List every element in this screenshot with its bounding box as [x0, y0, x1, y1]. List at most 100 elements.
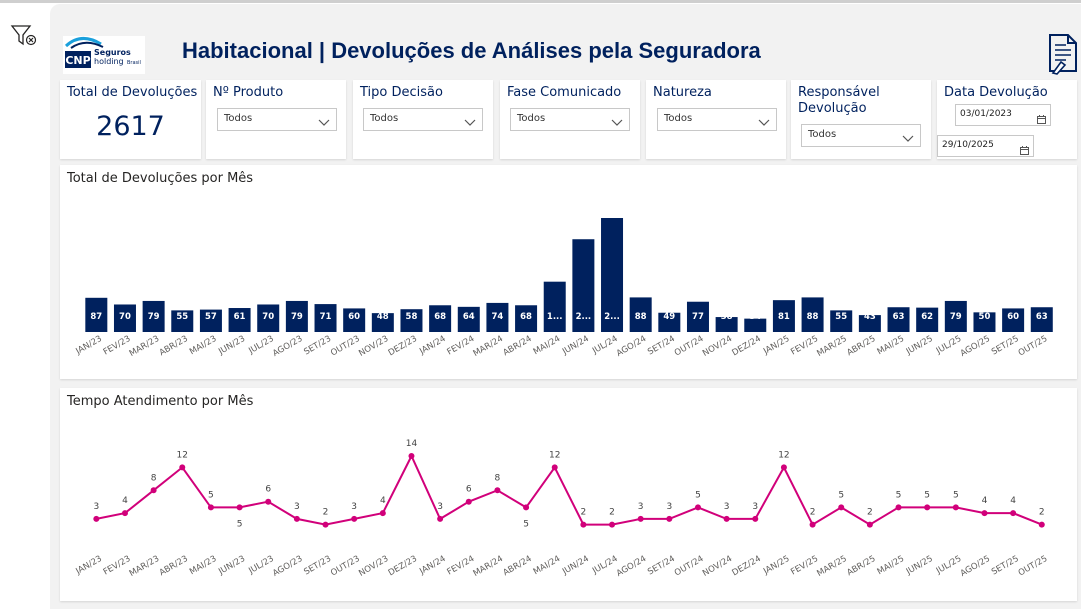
bar-chart-card: Total de Devoluções por Mês 87 JAN/23 70 FE…: [60, 165, 1077, 379]
bar-data-label: 64: [463, 312, 475, 322]
filter-clear-icon[interactable]: [10, 23, 40, 49]
bar-data-label: 48: [377, 312, 389, 322]
kpi-card-total: Total de Devoluções 2617: [60, 80, 201, 159]
bar-data-label: 77: [692, 312, 704, 322]
bar-jul-24: [601, 218, 624, 332]
x-tick-label: MAI/25: [876, 554, 906, 577]
bar-data-label: 38: [721, 312, 733, 322]
bar-jul-23: [257, 304, 280, 332]
point-data-label: 3: [437, 502, 443, 512]
bar-data-label: 49: [663, 312, 675, 322]
produto-dropdown[interactable]: Todos: [217, 108, 337, 131]
x-tick-label: OUT/25: [1017, 334, 1050, 359]
line-point: [150, 487, 157, 494]
x-tick-label: ABR/23: [158, 334, 190, 358]
point-data-label: 2: [323, 508, 329, 518]
line-chart-title: Tempo Atendimento por Mês: [67, 394, 254, 409]
kpi-label: Total de Devoluções: [67, 85, 198, 100]
chevron-down-icon: [611, 113, 623, 126]
start-date-input[interactable]: 03/01/2023: [955, 104, 1051, 126]
bar-jun-24: [572, 239, 595, 332]
filter-card-produto: Nº Produto Todos: [206, 80, 346, 159]
chevron-down-icon: [758, 113, 770, 126]
x-tick-label: OUT/24: [673, 554, 706, 579]
point-data-label: 4: [1010, 496, 1016, 506]
bar-data-label: 68: [434, 312, 446, 322]
point-data-label: 3: [93, 502, 99, 512]
line-point: [236, 504, 243, 511]
x-tick-label: JUL/24: [590, 554, 619, 577]
bar-mar-25: [830, 310, 853, 332]
line-point: [666, 515, 673, 522]
bar-mai-24: [543, 281, 566, 332]
x-tick-label: JUN/25: [904, 554, 935, 578]
left-rail: [0, 3, 50, 609]
bar-data-label: 1...: [547, 312, 563, 322]
x-tick-label: ABR/25: [845, 554, 877, 578]
bar-data-label: 71: [320, 312, 332, 322]
bar-data-label: 43: [864, 312, 876, 322]
bar-mai-23: [199, 309, 222, 332]
x-tick-label: JUN/23: [216, 334, 247, 358]
x-tick-label: SET/25: [990, 334, 1021, 357]
point-data-label: 4: [122, 496, 128, 506]
line-point: [780, 464, 787, 471]
point-data-label: 3: [351, 502, 357, 512]
bar-data-label: 2...: [576, 312, 592, 322]
x-tick-label: ABR/25: [845, 334, 877, 358]
line-point: [121, 510, 128, 517]
filter-card-data-devolucao: Data Devolução 03/01/2023 29/10/2025: [937, 80, 1077, 159]
x-tick-label: JAN/23: [74, 554, 104, 577]
x-tick-label: MAI/25: [876, 334, 906, 357]
bar-fev-24: [457, 306, 480, 332]
x-tick-label: JAN/25: [761, 334, 791, 357]
bar-jan-24: [429, 305, 452, 332]
x-tick-label: MAI/24: [532, 334, 562, 357]
x-tick-label: OUT/25: [1017, 554, 1050, 579]
x-tick-label: AGO/25: [959, 334, 992, 359]
tipo-decisao-dropdown[interactable]: Todos: [363, 108, 483, 131]
point-data-label: 4: [380, 496, 386, 506]
bar-set-23: [314, 304, 337, 332]
x-tick-label: AGO/23: [271, 334, 304, 359]
x-tick-label: AGO/25: [959, 554, 992, 579]
point-data-label: 5: [953, 490, 959, 500]
x-tick-label: SET/25: [990, 554, 1021, 577]
company-logo: CNP Seguros holding Brasil: [63, 34, 145, 76]
bar-data-label: 61: [234, 312, 246, 322]
bar-jan-23: [85, 297, 108, 332]
bar-jul-25: [944, 300, 967, 332]
point-data-label: 3: [666, 502, 672, 512]
chevron-down-icon: [902, 129, 914, 142]
bar-data-label: 57: [205, 312, 217, 322]
x-tick-label: MAR/24: [472, 334, 505, 359]
filter-card-natureza: Natureza Todos: [646, 80, 786, 159]
bar-nov-24: [715, 317, 738, 332]
dropdown-value: Todos: [370, 113, 399, 124]
report-header: CNP Seguros holding Brasil Habitacional …: [50, 4, 1081, 80]
report-canvas: CNP Seguros holding Brasil Habitacional …: [50, 4, 1081, 609]
line-point: [93, 515, 100, 522]
report-document-icon[interactable]: [1044, 33, 1080, 75]
x-tick-label: AGO/23: [271, 554, 304, 579]
calendar-icon[interactable]: [1020, 140, 1029, 155]
bar-nov-23: [371, 313, 394, 332]
point-data-label: 3: [638, 502, 644, 512]
responsavel-dropdown[interactable]: Todos: [801, 124, 921, 147]
x-tick-label: OUT/23: [329, 334, 362, 359]
x-tick-label: MAI/23: [188, 554, 218, 577]
line-point: [895, 504, 902, 511]
line-point: [1010, 510, 1017, 517]
fase-comunicado-dropdown[interactable]: Todos: [510, 108, 630, 131]
line-point: [494, 487, 501, 494]
point-data-label: 2: [867, 508, 873, 518]
end-date-input[interactable]: 29/10/2025: [937, 135, 1034, 157]
point-data-label: 3: [752, 502, 758, 512]
bar-ago-23: [285, 300, 308, 332]
line-point: [465, 498, 472, 505]
x-tick-label: FEV/23: [102, 334, 133, 358]
bar-data-label: 88: [807, 312, 819, 322]
natureza-dropdown[interactable]: Todos: [657, 108, 777, 131]
x-tick-label: SET/23: [302, 334, 333, 357]
calendar-icon[interactable]: [1037, 109, 1046, 124]
